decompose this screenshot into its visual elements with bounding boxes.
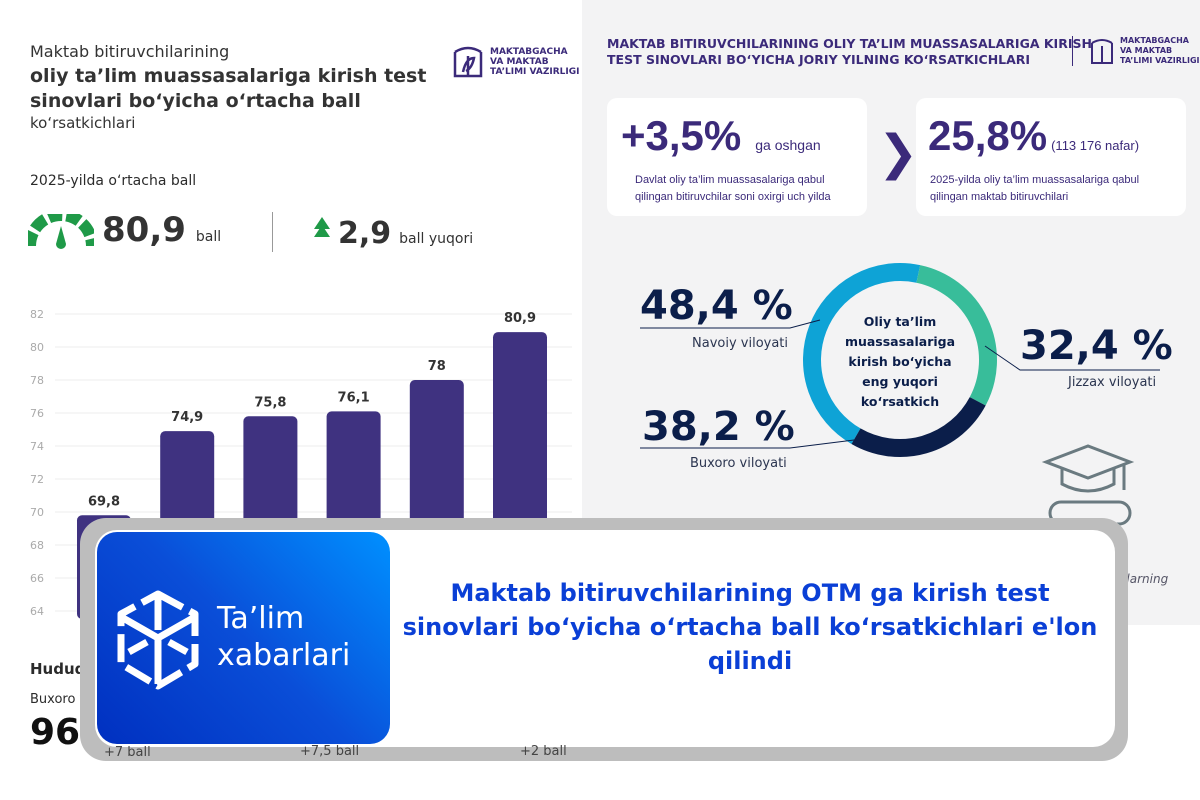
divider [272, 212, 273, 252]
chevron-right-icon: ❯ [878, 125, 919, 181]
caption-line: Davlat oliy ta’lim muassasalariga qabul [635, 174, 825, 186]
header-line: MAKTAB BITIRUVCHILARINING OLIY TA’LIM MU… [607, 36, 1092, 51]
buxoro-value: 38,2 % [642, 404, 795, 450]
region-delta: +7,5 ball [300, 744, 360, 759]
center-line: kirish bo‘yicha [848, 354, 952, 369]
divider [1072, 36, 1073, 66]
delta-value: 2,9 [338, 216, 392, 251]
logo-text: VA MAKTAB [1120, 46, 1173, 55]
logo-text: TA’LIMI VAZIRLIGI [490, 67, 580, 77]
brand-logo-box: Ta’lim xabarlari [97, 532, 390, 744]
y-tick-label: 82 [30, 308, 44, 321]
right-header: MAKTAB BITIRUVCHILARINING OLIY TA’LIM MU… [607, 36, 1092, 68]
center-line: Oliy ta’lim [863, 314, 937, 329]
bar-value-label: 80,9 [504, 311, 536, 326]
cube-logo-icon [117, 590, 199, 690]
center-line: eng yuqori [862, 374, 938, 389]
book-icon [453, 46, 483, 78]
stat-suffix: ga oshgan [755, 137, 821, 153]
title-line3: ko‘rsatkichlari [30, 114, 136, 132]
leader-line [640, 437, 871, 449]
stat-value: 25,8% [928, 112, 1048, 159]
donut-segment [851, 396, 986, 457]
center-line: muassasalariga [844, 334, 956, 349]
bar-value-label: 78 [428, 359, 446, 374]
caption-line: qilingan bitiruvchilar soni oxirgi uch y… [635, 191, 831, 203]
leader-line [640, 319, 821, 329]
stat-card-growth: +3,5% ga oshgan Davlat oliy ta’lim muassa… [607, 98, 867, 216]
stat-caption: 2025-yilda oliy ta’lim muassasalariga qa… [930, 172, 1139, 206]
title-bold: oliy ta’lim muassasalariga kirish test s… [30, 65, 427, 112]
subtitle: 2025-yilda o‘rtacha ball [30, 173, 197, 189]
y-tick-label: 74 [30, 440, 44, 453]
brand-line: xabarlari [217, 638, 351, 673]
up-arrow-icon [314, 217, 330, 237]
center-line: ko‘rsatkich [860, 394, 940, 409]
stat-value: +3,5% [621, 112, 742, 159]
logo-text: MAKTABGACHA [490, 47, 568, 57]
bar-value-label: 74,9 [171, 410, 203, 425]
stat-suffix: (113 176 nafar) [1051, 138, 1140, 153]
y-tick-label: 80 [30, 341, 44, 354]
region-score: 96 [30, 712, 81, 753]
book-icon [1091, 39, 1113, 64]
y-tick-label: 66 [30, 572, 44, 585]
donut-chart [640, 263, 1160, 457]
bar-value-label: 75,8 [254, 395, 286, 410]
ministry-logo: MAKTABGACHA VA MAKTAB TA’LIMI VAZIRLIGI [452, 44, 579, 80]
y-tick-label: 68 [30, 539, 44, 552]
navoiy-value: 48,4 % [640, 283, 793, 329]
header-line: TEST SINOVLARI BO‘YICHA JORIY YILNING KO… [607, 52, 1031, 67]
navoiy-label: Navoiy viloyati [692, 336, 789, 351]
buxoro-label: Buxoro viloyati [690, 456, 787, 471]
leader-line [984, 345, 1160, 371]
region-delta: +7 ball [104, 745, 151, 760]
avg-score: 80,9 [102, 210, 186, 250]
brand-name: Ta’lim xabarlari [217, 600, 350, 674]
donut-segment [916, 265, 997, 406]
donut-segment [803, 263, 921, 444]
jizzax-label: Jizzax viloyati [1068, 375, 1157, 390]
news-headline[interactable]: Maktab bitiruvchilarining OTM ga kirish … [402, 579, 1098, 675]
brand-line: Ta’lim [217, 601, 305, 636]
regions-heading: Hududl [30, 660, 91, 678]
y-tick-label: 78 [30, 374, 44, 387]
stat-card-share: 25,8% (113 176 nafar) 2025-yilda oliy ta’… [916, 98, 1186, 216]
logo-text: MAKTABGACHA [1120, 36, 1189, 45]
y-tick-label: 76 [30, 407, 44, 420]
title-line1: Maktab bitiruvchilarining [30, 42, 230, 61]
donut-center-label: Oliy ta’lim muassasalariga kirish bo‘yicha… [810, 312, 990, 412]
caption-line: 2025-yilda oliy ta’lim muassasalariga qa… [930, 174, 1140, 186]
bar-value-label: 69,8 [88, 494, 120, 509]
avg-unit: ball [195, 229, 222, 245]
y-tick-label: 64 [30, 605, 44, 618]
region-delta: +2 ball [520, 744, 567, 759]
ministry-logo: MAKTABGACHA VA MAKTAB TA’LIMI VAZIRLIGI [1090, 36, 1200, 66]
y-tick-label: 70 [30, 506, 44, 519]
caption-line: qilingan maktab bitiruvchilari [930, 191, 1069, 203]
delta-unit: ball yuqori [399, 231, 474, 247]
region-name: Buxoro v [30, 692, 88, 707]
jizzax-value: 32,4 % [1020, 323, 1173, 369]
bar-value-label: 76,1 [338, 390, 370, 405]
y-tick-label: 72 [30, 473, 44, 486]
logo-text: TA’LIMI VAZIRLIGI [1120, 56, 1200, 65]
stat-caption: Davlat oliy ta’lim muassasalariga qabul q… [635, 172, 831, 206]
logo-text: VA MAKTAB [490, 57, 549, 67]
gauge-icon [28, 214, 94, 249]
